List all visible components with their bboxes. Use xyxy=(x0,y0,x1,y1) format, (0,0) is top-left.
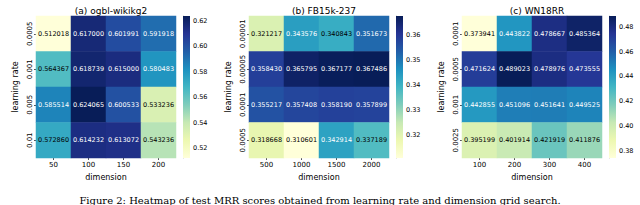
svg-text:0.62: 0.62 xyxy=(193,17,207,25)
svg-text:0.617000: 0.617000 xyxy=(73,30,104,38)
svg-text:0.60: 0.60 xyxy=(193,42,207,50)
svg-text:dimension: dimension xyxy=(298,173,339,182)
svg-text:0.478976: 0.478976 xyxy=(534,65,565,73)
svg-text:0.35: 0.35 xyxy=(406,56,420,64)
svg-text:0.411876: 0.411876 xyxy=(569,136,600,144)
svg-text:(a) ogbl-wikikg2: (a) ogbl-wikikg2 xyxy=(75,6,147,16)
svg-text:0.005: 0.005 xyxy=(26,95,34,115)
svg-text:0.601991: 0.601991 xyxy=(108,30,139,38)
svg-text:0.351673: 0.351673 xyxy=(356,30,387,38)
svg-text:0.613072: 0.613072 xyxy=(108,136,139,144)
svg-text:0.32: 0.32 xyxy=(406,131,420,139)
svg-text:0.485364: 0.485364 xyxy=(569,30,600,38)
svg-text:learning rate: learning rate xyxy=(224,61,233,113)
svg-text:0.401914: 0.401914 xyxy=(499,136,530,144)
svg-text:0.618739: 0.618739 xyxy=(73,65,104,73)
svg-text:300: 300 xyxy=(543,161,556,169)
svg-text:0.591918: 0.591918 xyxy=(143,30,174,38)
svg-text:0.310601: 0.310601 xyxy=(286,136,317,144)
svg-text:0.36: 0.36 xyxy=(406,31,420,39)
svg-text:0.442855: 0.442855 xyxy=(464,101,495,109)
svg-text:0.449525: 0.449525 xyxy=(569,101,600,109)
svg-text:0.355217: 0.355217 xyxy=(251,101,282,109)
svg-text:0.0001: 0.0001 xyxy=(239,93,247,118)
svg-text:0.340843: 0.340843 xyxy=(321,30,352,38)
svg-text:0.0001: 0.0001 xyxy=(452,22,460,47)
svg-text:0.0005: 0.0005 xyxy=(26,22,34,47)
svg-text:0.357408: 0.357408 xyxy=(286,101,317,109)
svg-text:0.533236: 0.533236 xyxy=(143,101,174,109)
svg-text:0.365795: 0.365795 xyxy=(286,65,317,73)
svg-text:0.0005: 0.0005 xyxy=(239,128,247,153)
svg-text:0.342914: 0.342914 xyxy=(321,136,352,144)
svg-text:100: 100 xyxy=(82,161,95,169)
svg-text:dimension: dimension xyxy=(85,173,126,182)
svg-text:0.580483: 0.580483 xyxy=(143,65,174,73)
svg-text:0.585514: 0.585514 xyxy=(38,101,69,109)
svg-text:0.543236: 0.543236 xyxy=(143,136,174,144)
svg-text:0.48: 0.48 xyxy=(619,23,633,31)
svg-text:0.46: 0.46 xyxy=(619,48,633,56)
svg-text:0.00005: 0.00005 xyxy=(239,55,247,84)
svg-text:1000: 1000 xyxy=(293,161,311,169)
svg-text:400: 400 xyxy=(578,161,591,169)
svg-text:dimension: dimension xyxy=(511,173,552,182)
svg-text:0.42: 0.42 xyxy=(619,97,633,105)
svg-text:0.373941: 0.373941 xyxy=(464,30,495,38)
svg-text:0.471624: 0.471624 xyxy=(464,65,495,73)
svg-text:150: 150 xyxy=(117,161,130,169)
svg-text:0.01: 0.01 xyxy=(26,132,34,148)
svg-text:0.451641: 0.451641 xyxy=(534,101,565,109)
svg-text:0.52: 0.52 xyxy=(193,144,207,152)
svg-text:learning rate: learning rate xyxy=(437,61,446,113)
svg-text:0.443822: 0.443822 xyxy=(499,30,530,38)
svg-text:200: 200 xyxy=(508,161,521,169)
svg-text:0.367486: 0.367486 xyxy=(356,65,387,73)
svg-text:0.343576: 0.343576 xyxy=(286,30,317,38)
svg-text:0.451096: 0.451096 xyxy=(499,101,530,109)
svg-text:0.40: 0.40 xyxy=(619,122,633,130)
svg-text:0.395199: 0.395199 xyxy=(464,136,495,144)
svg-text:0.512018: 0.512018 xyxy=(38,30,69,38)
svg-text:0.358430: 0.358430 xyxy=(251,65,282,73)
svg-text:0.473555: 0.473555 xyxy=(569,65,600,73)
svg-text:0.358190: 0.358190 xyxy=(321,101,352,109)
svg-text:0.54: 0.54 xyxy=(193,119,207,127)
svg-text:0.489023: 0.489023 xyxy=(499,65,530,73)
svg-text:Figure 2: Heatmap of test MRR: Figure 2: Heatmap of test MRR scores obt… xyxy=(79,195,560,205)
svg-text:0.44: 0.44 xyxy=(619,72,633,80)
svg-text:0.614232: 0.614232 xyxy=(73,136,104,144)
svg-text:0.478667: 0.478667 xyxy=(534,30,565,38)
svg-text:0.615000: 0.615000 xyxy=(108,65,139,73)
svg-text:0.0025: 0.0025 xyxy=(452,128,460,153)
svg-text:(b) FB15k-237: (b) FB15k-237 xyxy=(292,6,356,16)
svg-text:50: 50 xyxy=(49,161,58,169)
svg-text:learning rate: learning rate xyxy=(11,61,20,113)
svg-text:0.367177: 0.367177 xyxy=(321,65,352,73)
svg-text:0.318668: 0.318668 xyxy=(251,136,282,144)
svg-text:0.421919: 0.421919 xyxy=(534,136,565,144)
svg-text:1500: 1500 xyxy=(328,161,346,169)
svg-text:0.001: 0.001 xyxy=(26,59,34,79)
svg-text:2000: 2000 xyxy=(363,161,381,169)
svg-text:100: 100 xyxy=(473,161,486,169)
svg-text:500: 500 xyxy=(260,161,273,169)
svg-text:0.33: 0.33 xyxy=(406,106,420,114)
svg-text:0.337189: 0.337189 xyxy=(356,136,387,144)
svg-text:0.58: 0.58 xyxy=(193,68,207,76)
svg-text:0.321217: 0.321217 xyxy=(251,30,282,38)
svg-text:0.38: 0.38 xyxy=(619,147,633,155)
svg-text:0.564367: 0.564367 xyxy=(38,65,69,73)
svg-text:0.0005: 0.0005 xyxy=(452,57,460,82)
svg-text:0.56: 0.56 xyxy=(193,93,207,101)
svg-text:0.001: 0.001 xyxy=(452,95,460,115)
svg-text:0.624065: 0.624065 xyxy=(73,101,104,109)
svg-text:0.00001: 0.00001 xyxy=(239,19,247,48)
svg-text:0.572860: 0.572860 xyxy=(38,136,69,144)
svg-text:0.34: 0.34 xyxy=(406,81,420,89)
svg-text:(c) WN18RR: (c) WN18RR xyxy=(510,6,564,16)
svg-text:200: 200 xyxy=(152,161,165,169)
svg-text:0.600533: 0.600533 xyxy=(108,101,139,109)
svg-text:0.357899: 0.357899 xyxy=(356,101,387,109)
